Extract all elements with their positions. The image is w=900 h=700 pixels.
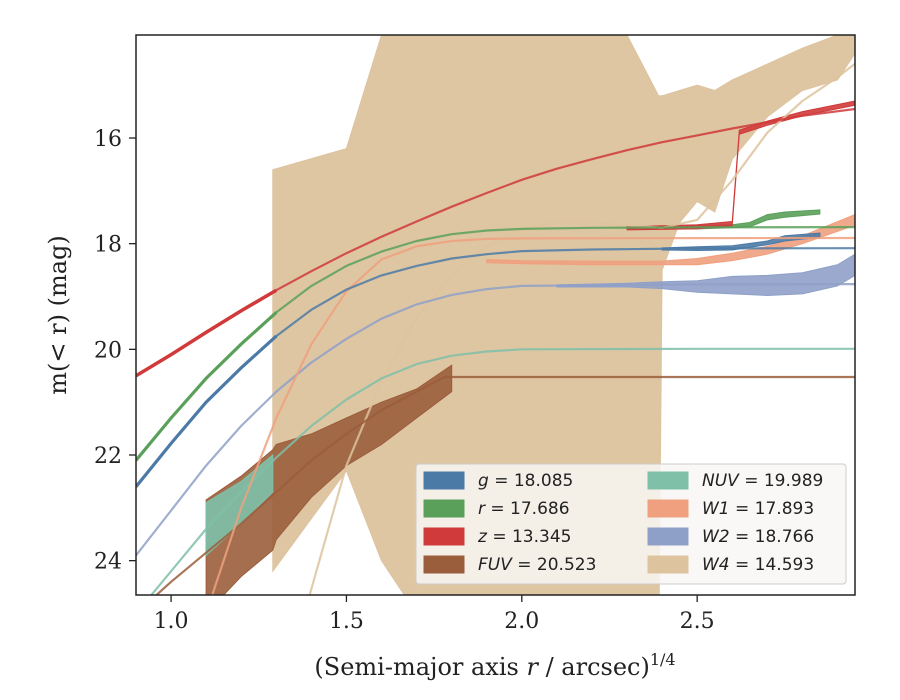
legend-entry-z: z = 13.345 xyxy=(477,527,571,547)
legend-entry-r: r = 17.686 xyxy=(478,499,570,519)
legend-swatch-g xyxy=(423,471,465,490)
band-nuv xyxy=(205,453,274,557)
band-fuv xyxy=(205,364,453,595)
y-tick-label: 22 xyxy=(94,444,122,469)
legend-swatch-r xyxy=(423,499,465,518)
model-line-w4 xyxy=(308,62,855,595)
band-w4 xyxy=(272,35,855,595)
legend-box xyxy=(415,463,847,585)
model-line-g-thick xyxy=(136,334,278,488)
x-tick-label: 1.0 xyxy=(154,609,189,634)
legend-entry-w4: W4 = 14.593 xyxy=(702,555,814,575)
legend-swatch-z xyxy=(423,527,465,546)
legend-entry-w2: W2 = 18.766 xyxy=(702,527,814,547)
x-tick-label: 2.0 xyxy=(504,609,539,634)
legend-swatch-w4 xyxy=(647,555,689,574)
y-axis-label: m(< r) (mag) xyxy=(44,235,72,394)
legend-swatch-w2 xyxy=(647,527,689,546)
legend-entry-g: g = 18.085 xyxy=(478,471,573,491)
legend-swatch-fuv xyxy=(423,555,465,574)
y-tick-label: 20 xyxy=(94,338,122,363)
x-axis-ticks: 1.0 1.5 2.0 2.5 xyxy=(154,595,715,634)
model-line-z-thick xyxy=(136,288,278,378)
band-r xyxy=(661,209,821,230)
y-tick-label: 18 xyxy=(94,233,122,258)
band-w1 xyxy=(486,214,855,266)
legend-swatch-w1 xyxy=(647,499,689,518)
y-tick-label: 24 xyxy=(94,550,122,575)
legend-swatch-nuv xyxy=(647,471,689,490)
plot-frame xyxy=(135,34,856,596)
legend-entry-fuv: FUV = 20.523 xyxy=(478,555,596,575)
y-tick-label: 16 xyxy=(94,127,122,152)
x-tick-label: 1.5 xyxy=(329,609,364,634)
model-line-fuv xyxy=(154,375,855,595)
model-line-w1 xyxy=(211,236,855,595)
model-curves xyxy=(136,62,855,595)
legend-entry-w1: W1 = 17.893 xyxy=(702,499,814,519)
legend-entry-nuv: NUV = 19.989 xyxy=(702,471,823,491)
y-axis-ticks: 16 18 20 22 24 xyxy=(94,127,136,575)
model-line-nuv xyxy=(149,347,855,595)
x-axis-label: (Semi-major axis r / arcsec)1/4 xyxy=(314,650,675,681)
model-line-r-thick xyxy=(136,311,278,462)
model-line-w2 xyxy=(136,283,855,557)
legend: g = 18.085 r = 17.686 z = 13.345 FUV = 20.5… xyxy=(415,463,847,585)
x-tick-label: 2.5 xyxy=(680,609,715,634)
